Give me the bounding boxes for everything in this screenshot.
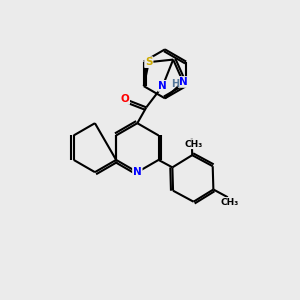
Text: S: S: [145, 57, 153, 67]
Text: N: N: [133, 167, 142, 177]
Text: CH₃: CH₃: [185, 140, 203, 148]
Text: O: O: [120, 94, 129, 104]
Text: CH₃: CH₃: [220, 198, 238, 207]
Text: N: N: [179, 77, 188, 87]
Text: H: H: [171, 80, 179, 89]
Text: N: N: [158, 81, 167, 91]
